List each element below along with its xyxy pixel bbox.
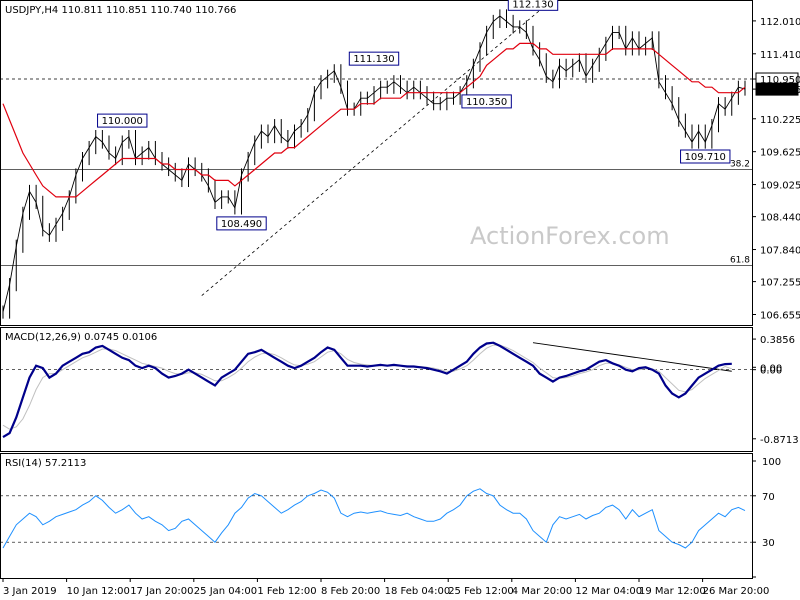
annotation-box (680, 149, 731, 164)
rsi-y-axis: 100 70 30 (752, 457, 781, 578)
price-y-label: 111.410 (760, 50, 800, 61)
price-trendline (201, 10, 540, 296)
rsi-series (2, 488, 746, 549)
macd-panel-frame (0, 327, 753, 452)
macd-y-label: -0.8713 (760, 435, 799, 446)
rsi-panel: 100 70 30 RSI(14) 57.2113 (0, 453, 781, 579)
macd-y-label: 0.3856 (760, 335, 795, 346)
price-panel: 38.2 61.8 110.000 108.490 111.130 110.350 112… (0, 0, 800, 326)
x-label: 18 Feb 04:00 (385, 586, 451, 597)
x-label: 12 Mar 04:00 (575, 586, 642, 597)
macd-trendline-line (532, 342, 732, 372)
annotation-box (216, 216, 267, 231)
x-label: 1 Feb 12:00 (257, 586, 316, 597)
price-y-label: 108.440 (760, 213, 800, 224)
macd-trendline (532, 342, 732, 372)
x-label: 25 Feb 12:00 (448, 586, 514, 597)
x-axis: 3 Jan 2019 10 Jan 12:00 17 Jan 20:00 25 Jan… (2, 578, 770, 597)
annotation-box (461, 94, 512, 109)
rsi-panel-title: RSI(14) 57.2113 (5, 458, 86, 469)
price-y-label: 107.840 (760, 246, 800, 257)
price-trendline-line (201, 10, 540, 296)
rsi-y-label: 70 (762, 492, 775, 503)
price-series (2, 9, 746, 319)
price-y-label: 106.655 (760, 311, 800, 322)
price-y-label: 107.255 (760, 278, 800, 289)
price-reference-lines: 38.2 61.8 (0, 78, 752, 266)
annotation-label: 111.130 (353, 54, 394, 65)
watermark: ActionForex.com (470, 222, 670, 250)
x-label: 3 Jan 2019 (3, 586, 57, 597)
moving-average-line (2, 42, 746, 198)
macd-series (2, 341, 732, 439)
x-label: 25 Jan 04:00 (194, 586, 257, 597)
x-label: 17 Jan 20:00 (130, 586, 193, 597)
price-panel-title: USDJPY,H4 110.811 110.851 110.740 110.76… (5, 5, 236, 16)
macd-y-label: 0.00 (760, 363, 782, 374)
price-y-label: 110.766 (760, 85, 800, 96)
rsi-level-lines (0, 495, 752, 543)
price-y-label: 109.625 (760, 148, 800, 159)
price-y-label: 109.025 (760, 181, 800, 192)
annotation-box (97, 113, 148, 128)
annotation-label: 108.490 (221, 219, 262, 230)
x-label: 8 Feb 20:00 (321, 586, 380, 597)
x-label: 4 Mar 20:00 (512, 586, 572, 597)
rsi-y-label: 30 (762, 538, 775, 549)
ref-line-label: 61.8 (730, 255, 750, 265)
price-line (2, 15, 746, 313)
annotation-box (507, 0, 559, 11)
x-label: 26 Mar 20:00 (703, 586, 770, 597)
x-label: 19 Mar 12:00 (639, 586, 706, 597)
macd-y-label: 0.00 (760, 366, 782, 377)
ref-line-label: 38.2 (730, 159, 750, 169)
price-y-label: 110.225 (760, 115, 800, 126)
rsi-line (2, 488, 746, 549)
macd-panel-title: MACD(12,26,9) 0.0745 0.0106 (5, 332, 157, 343)
annotation-label: 112.130 (512, 0, 553, 10)
rsi-y-label: 100 (762, 457, 781, 468)
annotation-label: 110.000 (102, 116, 143, 127)
annotation-label: 109.710 (685, 152, 726, 163)
price-y-label: 110.950 (760, 75, 800, 86)
rsi-panel-frame (0, 453, 753, 579)
price-annotations: 110.000 108.490 111.130 110.350 112.130 109.7… (97, 0, 731, 231)
annotation-box (348, 51, 400, 66)
macd-line (2, 341, 732, 439)
annotation-label: 110.350 (466, 97, 507, 108)
x-label: 10 Jan 12:00 (67, 586, 130, 597)
price-y-label: 112.010 (760, 17, 800, 28)
